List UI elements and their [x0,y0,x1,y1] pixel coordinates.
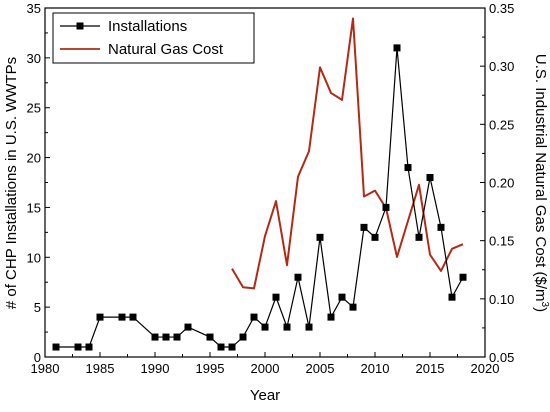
y-axis-left-title: # of CHP Installations in U.S. WWTPs [3,57,20,309]
installations-point [228,343,236,351]
installations-point [184,323,192,331]
installations-point [250,313,258,321]
installations-point [305,323,313,331]
y-left-tick-label: 0 [34,350,41,365]
y-left-tick-label: 25 [27,101,41,116]
y-right-tick-label: 0.30 [489,59,514,74]
y-right-tick-label: 0.20 [489,176,514,191]
installations-point [283,323,291,331]
installations-point [272,293,280,301]
y-left-tick-label: 35 [27,1,41,16]
y-right-tick-label: 0.35 [489,1,514,16]
installations-point [294,273,302,281]
x-tick-label: 2020 [471,361,500,376]
installations-point [239,333,247,341]
series-layer [52,17,467,351]
y-left-tick-label: 30 [27,51,41,66]
installations-point [52,343,60,351]
installations-point [426,174,434,182]
y-right-tick-label: 0.05 [489,350,514,365]
x-tick-label: 2015 [416,361,445,376]
y-left-tick-label: 10 [27,250,41,265]
installations-point [404,164,412,172]
legend-installations-label: Installations [108,18,187,35]
installations-point [316,233,324,241]
y-axis-right-title-main: U.S. Industrial Natural Gas Cost ($/m [532,54,549,302]
installations-point [360,223,368,231]
y-axis-right: 0.05 0.10 0.15 0.20 0.25 0.30 0.35 [480,1,514,365]
series-line-natural-gas-cost [231,17,464,290]
y-axis-right-title-superscript: 3 [539,302,550,308]
y-right-tick-label: 0.25 [489,117,514,132]
x-tick-label: 2005 [306,361,335,376]
y-left-tick-label: 20 [27,151,41,166]
installations-point [393,44,401,52]
legend-installations-marker [76,22,84,30]
x-tick-label: 1985 [86,361,115,376]
installations-point [74,343,82,351]
y-axis-right-title: U.S. Industrial Natural Gas Cost ($/m3) [532,54,550,312]
x-axis: 1980 1985 1990 1995 2000 2005 2010 2015 2020 [31,352,500,376]
plot-area [44,7,486,358]
installations-point [129,313,137,321]
y-right-tick-label: 0.15 [489,234,514,249]
y-axis-right-title-suffix: ) [532,307,549,312]
x-tick-label: 1990 [141,361,170,376]
installations-point [349,303,357,311]
x-tick-label: 2010 [361,361,390,376]
y-right-tick-label: 0.10 [489,292,514,307]
series-line-installations [56,47,464,348]
installations-point [206,333,214,341]
installations-point [173,333,181,341]
installations-point [217,343,225,351]
installations-point [371,233,379,241]
installations-point [382,203,390,211]
installations-point [459,273,467,281]
y-left-tick-label: 5 [34,300,41,315]
installations-point [261,323,269,331]
installations-point [437,223,445,231]
installations-point [327,313,335,321]
legend-gas-label: Natural Gas Cost [108,41,224,58]
legend: Installations Natural Gas Cost [52,12,255,64]
installations-point [96,313,104,321]
x-axis-title: Year [250,387,280,404]
installations-point [338,293,346,301]
x-tick-label: 1980 [31,361,60,376]
installations-point [448,293,456,301]
x-tick-label: 2000 [251,361,280,376]
installations-point [162,333,170,341]
installations-point [85,343,93,351]
x-tick-label: 1995 [196,361,225,376]
y-left-tick-label: 15 [27,200,41,215]
y-axis-left: 0 5 10 15 20 25 30 35 [27,1,50,365]
installations-point [151,333,159,341]
legend-box [52,12,255,64]
installations-point [118,313,126,321]
installations-point [415,233,423,241]
